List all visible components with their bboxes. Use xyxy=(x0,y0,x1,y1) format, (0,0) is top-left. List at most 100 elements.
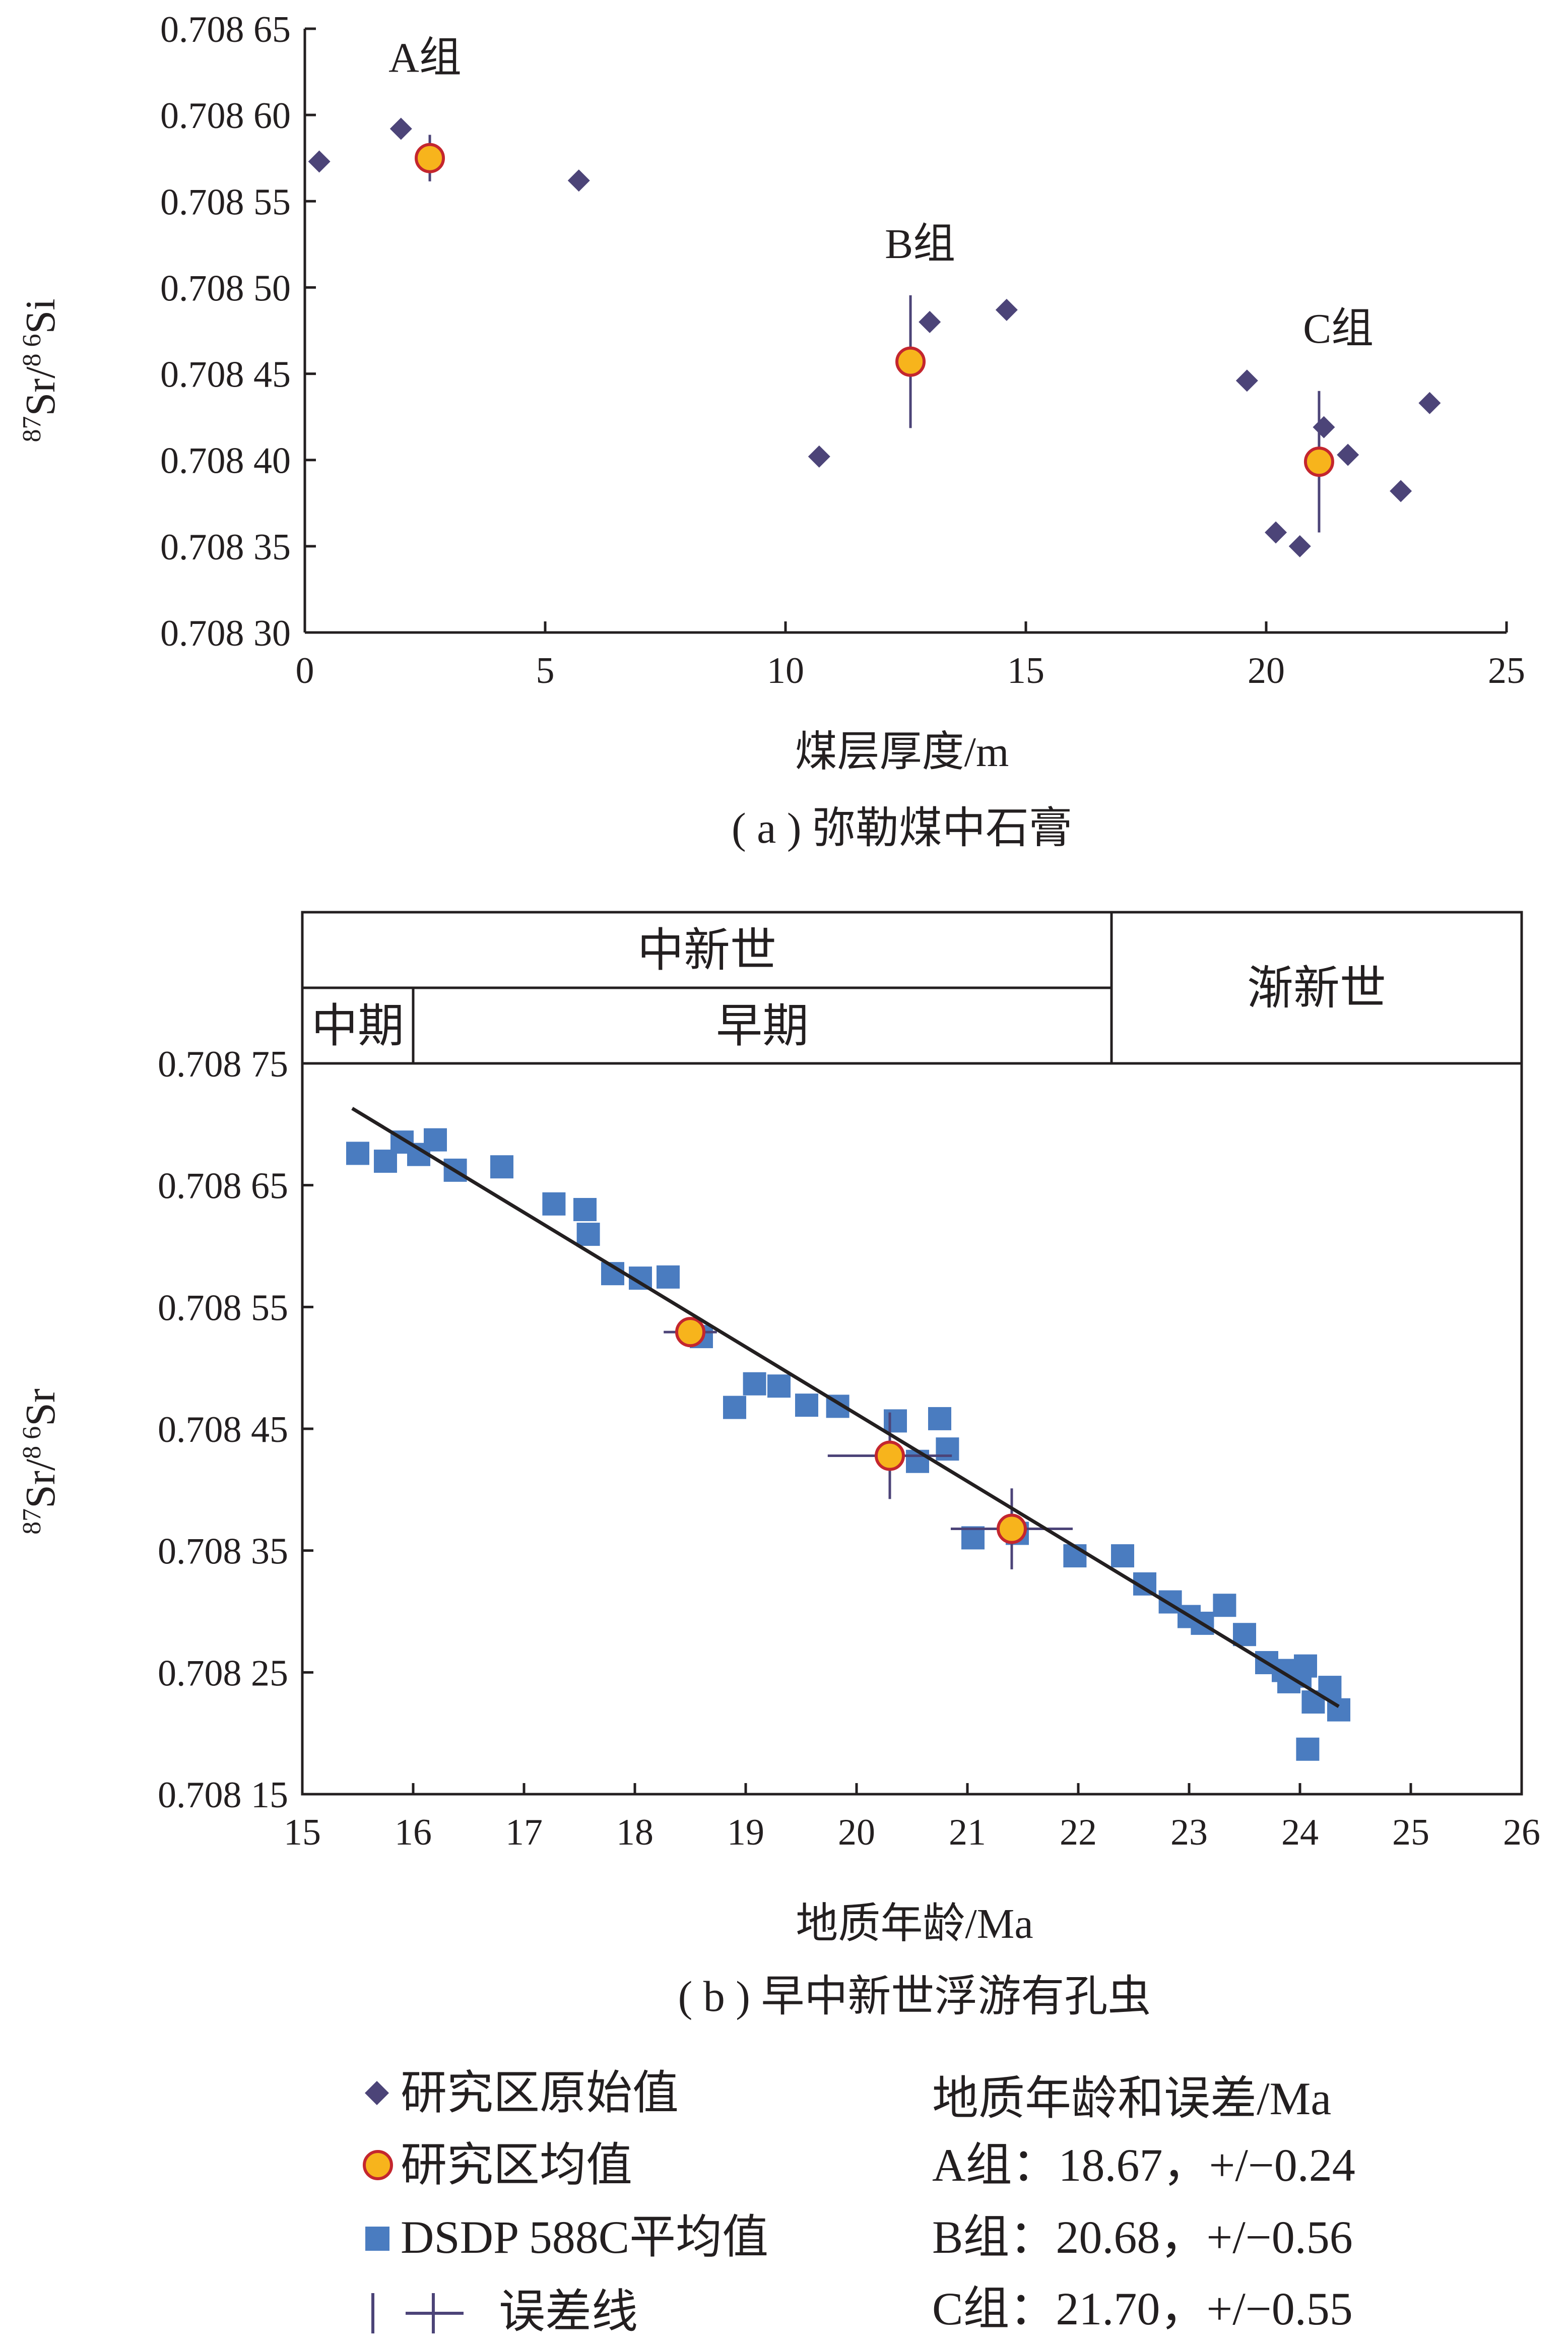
chart-a-point-raw xyxy=(389,117,412,140)
chart-a-point-raw xyxy=(1337,444,1359,466)
chart-b-x-tick-label: 18 xyxy=(616,1812,654,1853)
chart-a-point-raw xyxy=(808,445,830,468)
legend-item-mean: 研究区均值 xyxy=(363,2139,632,2191)
chart-b-y-tick-label: 0.708 35 xyxy=(158,1531,288,1572)
chart-b-x-tick-label: 26 xyxy=(1503,1812,1540,1853)
chart-a-point-raw xyxy=(919,310,941,333)
chart-b-trend-line xyxy=(351,1107,1340,1708)
chart-a-y-tick-label: 0.708 50 xyxy=(160,268,291,309)
chart-a-annotations: A组 B组 C组 xyxy=(388,35,1374,352)
chart-b-point-dsdp xyxy=(884,1409,907,1433)
age-table: 地质年龄和误差/Ma A组：18.67，+/−0.24 B组：20.68，+/−… xyxy=(932,2073,1355,2334)
chart-a-y-tick-label: 0.708 60 xyxy=(160,95,291,137)
chart-b-y-tick-label: 0.708 55 xyxy=(158,1287,288,1328)
chart-b-y-tick-label: 0.708 45 xyxy=(158,1409,288,1450)
chart-a-point-raw xyxy=(308,150,331,173)
epoch-label: 渐新世 xyxy=(1247,963,1386,1014)
chart-a-point-raw xyxy=(1418,392,1441,414)
chart-b-point-mean xyxy=(875,1440,905,1471)
age-table-row-a: A组：18.67，+/−0.24 xyxy=(932,2139,1355,2191)
chart-b-point-dsdp xyxy=(936,1437,959,1461)
chart-b-y-tick-label: 0.708 25 xyxy=(158,1653,288,1694)
chart-b-point-mean xyxy=(675,1317,705,1348)
chart-a-point-mean xyxy=(895,346,926,377)
chart-b-x-tick-label: 23 xyxy=(1170,1812,1208,1853)
chart-b-point-dsdp xyxy=(1111,1544,1134,1568)
chart-b-point-dsdp xyxy=(576,1223,600,1246)
chart-b-x-tick-label: 17 xyxy=(505,1812,543,1853)
legend-label-dsdp: DSDP 588C平均值 xyxy=(401,2211,768,2263)
legend-label-errorbar: 误差线 xyxy=(499,2286,638,2337)
chart-b-point-dsdp xyxy=(346,1142,369,1165)
chart-a-y-tick-label: 0.708 35 xyxy=(160,527,291,568)
chart-b-x-tick-label: 25 xyxy=(1392,1812,1429,1853)
chart-b-point-mean xyxy=(997,1513,1027,1544)
age-table-title: 地质年龄和误差/Ma xyxy=(932,2073,1331,2124)
chart-b-y-tick-label: 0.708 65 xyxy=(158,1166,288,1207)
chart-b-point-dsdp xyxy=(542,1192,566,1216)
chart-a-x-tick-label: 5 xyxy=(536,650,555,691)
chart-b-point-dsdp xyxy=(424,1128,447,1152)
chart-a-y-axis-main1: Sr/ xyxy=(17,366,64,416)
chart-a-y-axis-title: 87Sr/8 6Si xyxy=(17,298,64,442)
chart-b-point-dsdp xyxy=(961,1526,985,1550)
chart-b-x-axis-title: 地质年龄/Ma xyxy=(796,1901,1033,1947)
chart-b-y-axis-title: 87Sr/8 6Sr xyxy=(17,1388,64,1535)
legend-errorbar-icon xyxy=(371,2293,464,2333)
chart-b-point-dsdp xyxy=(928,1407,951,1430)
chart-a-y-tick-label: 0.708 30 xyxy=(160,613,291,654)
chart-a-point-raw xyxy=(1313,416,1335,438)
sub-epoch-label: 中期 xyxy=(311,1000,404,1052)
chart-a-y-tick-label: 0.708 40 xyxy=(160,440,291,482)
legend-label-mean: 研究区均值 xyxy=(401,2139,632,2191)
chart-a-marks xyxy=(308,117,1441,557)
chart-b-point-dsdp xyxy=(1233,1623,1256,1647)
sub-epoch-label: 早期 xyxy=(716,1000,809,1052)
chart-b-point-dsdp xyxy=(767,1374,791,1398)
chart-a-x-axis-title: 煤层厚度/m xyxy=(795,729,1009,776)
legend-square-icon xyxy=(365,2227,389,2251)
chart-b-point-dsdp xyxy=(723,1396,746,1419)
chart-b-point-dsdp xyxy=(573,1198,597,1221)
chart-b-caption: ( b ) 早中新世浮游有孔虫 xyxy=(678,1972,1151,2020)
chart-b-marks xyxy=(346,1107,1350,1761)
chart-a-y-tick-labels: 0.708 30 0.708 35 0.708 40 0.708 45 0.708 50… xyxy=(160,9,291,654)
chart-b-x-tick-label: 21 xyxy=(949,1812,986,1853)
legend-item-raw: 研究区原始值 xyxy=(365,2067,679,2119)
chart-a-y-tick-label: 0.708 65 xyxy=(160,9,291,50)
chart-a-y-axis-main2: Si xyxy=(17,298,64,334)
chart-a-point-raw xyxy=(1390,480,1412,502)
legend-diamond-icon xyxy=(365,2081,389,2105)
chart-a: 0.708 30 0.708 35 0.708 40 0.708 45 0.708 50… xyxy=(17,9,1525,852)
legend-label-raw: 研究区原始值 xyxy=(401,2067,679,2119)
chart-a-point-mean xyxy=(415,143,445,173)
legend: 研究区原始值 研究区均值 DSDP 588C平均值 误差线 xyxy=(363,2067,768,2337)
chart-b-x-tick-labels: 15 16 17 18 19 20 21 22 23 24 25 26 xyxy=(284,1812,1540,1853)
chart-b-x-tick-label: 16 xyxy=(395,1812,432,1853)
chart-b-point-dsdp xyxy=(490,1155,513,1179)
legend-item-dsdp: DSDP 588C平均值 xyxy=(365,2211,768,2263)
chart-b-x-tick-label: 19 xyxy=(727,1812,764,1853)
chart-a-x-tick-labels: 0 5 10 15 20 25 xyxy=(296,650,1526,691)
chart-b-y-axis-sup2: 8 6 xyxy=(18,1426,46,1459)
chart-b-x-tick-label: 24 xyxy=(1281,1812,1319,1853)
chart-b-y-tick-label: 0.708 15 xyxy=(158,1775,288,1816)
chart-b-y-tick-label: 0.708 75 xyxy=(158,1044,288,1085)
chart-a-group-label: C组 xyxy=(1303,305,1374,352)
chart-b-y-tick-labels: 0.708 15 0.708 25 0.708 35 0.708 45 0.708 55… xyxy=(158,1044,288,1816)
chart-a-caption: ( a ) 弥勒煤中石膏 xyxy=(732,804,1072,852)
chart-a-x-tick-label: 0 xyxy=(296,650,314,691)
chart-a-y-tick-label: 0.708 55 xyxy=(160,181,291,223)
chart-b-point-dsdp xyxy=(1213,1594,1236,1617)
chart-b-x-tick-label: 20 xyxy=(838,1812,875,1853)
age-table-row-c: C组：21.70，+/−0.55 xyxy=(932,2283,1353,2334)
chart-b-point-dsdp xyxy=(1296,1737,1320,1761)
chart-a-point-raw xyxy=(995,298,1018,321)
chart-b-point-dsdp xyxy=(1294,1654,1317,1678)
chart-b-y-axis-main1: Sr/ xyxy=(17,1459,64,1508)
chart-b-point-dsdp xyxy=(743,1372,766,1396)
chart-b-point-dsdp xyxy=(795,1394,818,1417)
chart-a-x-tick-label: 10 xyxy=(767,650,804,691)
